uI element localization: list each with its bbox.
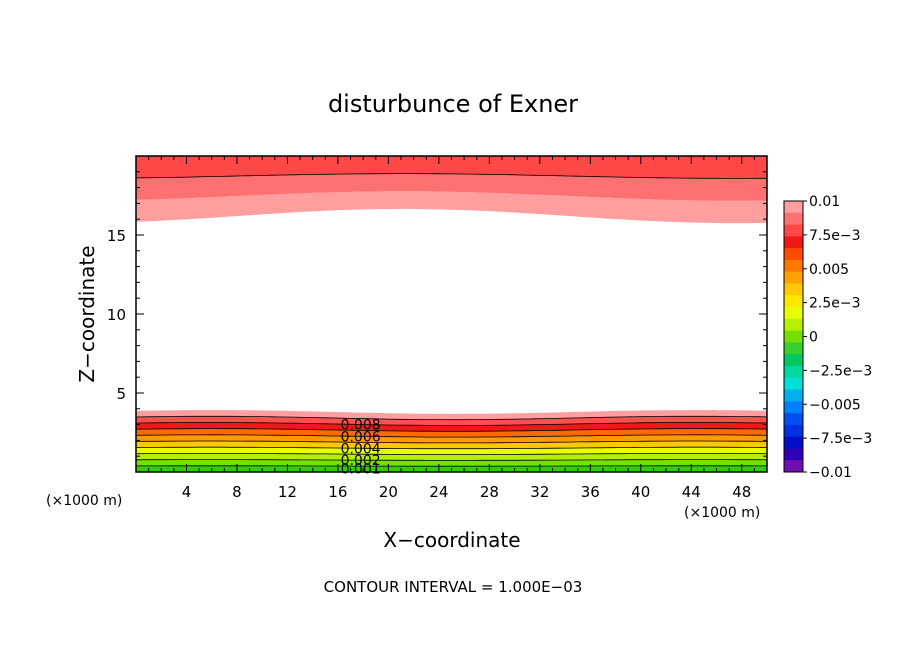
x-tick-label: 20 — [379, 483, 398, 501]
colorbar-label: 0.005 — [809, 262, 849, 278]
contour-fill-bottom — [136, 434, 767, 443]
colorbar — [783, 200, 804, 473]
colorbar-segment — [784, 271, 803, 284]
x-tick-label: 32 — [530, 483, 549, 501]
contour-lines — [135, 173, 768, 467]
colorbar-segment — [784, 460, 803, 473]
contour-label: 0.006 — [341, 429, 381, 445]
x-tick-label: 40 — [631, 483, 650, 501]
colorbar-segment — [784, 283, 803, 296]
colorbar-label: −0.01 — [809, 465, 852, 481]
colorbar-segment — [784, 201, 803, 214]
y-tick-label: 5 — [116, 385, 126, 403]
x-axis-label: X−coordinate — [383, 528, 520, 552]
x-unit-right: (×1000 m) — [684, 505, 760, 521]
colorbar-segment — [784, 236, 803, 249]
colorbar-label: −2.5e−3 — [809, 363, 872, 379]
colorbar-segment — [784, 259, 803, 273]
colorbar-segment — [784, 330, 803, 343]
x-tick-label: 44 — [682, 483, 701, 501]
colorbar-segment — [784, 365, 803, 379]
contour-fill-bottom — [136, 459, 767, 467]
colorbar-segment — [784, 401, 803, 414]
colorbar-label: 2.5e−3 — [809, 296, 861, 312]
contour-line — [135, 415, 768, 421]
contour-label: 0.008 — [341, 418, 381, 434]
x-unit-left: (×1000 m) — [46, 493, 122, 509]
colorbar-label: 7.5e−3 — [809, 228, 861, 244]
y-axis-label: Z−coordinate — [75, 245, 99, 382]
colorbar-segment — [784, 424, 803, 438]
x-tick-label: 36 — [581, 483, 600, 501]
colorbar-segment — [784, 389, 803, 402]
contour-line — [135, 173, 767, 179]
colorbar-segment — [784, 448, 803, 461]
colorbar-segment — [784, 224, 803, 237]
colorbar-labels: 0.01 7.5e−3 0.005 2.5e−3 0 −2.5e−3 −0.005 −7.5e… — [803, 194, 872, 481]
contour-fill-top — [136, 156, 767, 179]
colorbar-label: 0.01 — [809, 194, 840, 210]
contour-fill-bottom — [136, 453, 767, 461]
y-ticks: 5 10 15 — [107, 155, 767, 473]
colorbar-segment — [784, 436, 803, 449]
contour-fill-top — [136, 191, 767, 224]
y-tick-label: 15 — [107, 227, 126, 245]
contour-interval-note: CONTOUR INTERVAL = 1.000E−03 — [324, 578, 583, 596]
colorbar-segment — [784, 354, 803, 367]
colorbar-segment — [784, 342, 803, 355]
contour-fill-top — [136, 173, 767, 201]
colorbar-label: −7.5e−3 — [809, 431, 872, 447]
contour-line — [135, 446, 768, 450]
colorbar-segment — [784, 318, 803, 332]
x-tick-label: 4 — [182, 483, 192, 501]
contour-line — [135, 440, 768, 444]
contour-line — [135, 422, 768, 426]
colorbar-label: 0 — [809, 330, 818, 346]
colorbar-label: −0.005 — [809, 397, 861, 413]
contour-line — [135, 459, 768, 461]
colorbar-segment — [784, 377, 803, 391]
contour-label: 0.002 — [341, 453, 381, 469]
contour-line — [135, 434, 768, 438]
contour-line — [135, 428, 768, 432]
x-tick-label: 12 — [278, 483, 297, 501]
x-tick-label: 24 — [429, 483, 448, 501]
contour-fill-bottom — [136, 428, 767, 438]
chart-title: disturbunce of Exner — [328, 90, 578, 118]
x-tick-label: 16 — [328, 483, 347, 501]
contour-line — [135, 452, 767, 456]
colorbar-segment — [784, 307, 803, 320]
x-tick-label: 8 — [232, 483, 242, 501]
contour-fills — [136, 156, 767, 472]
colorbar-segment — [784, 413, 803, 426]
colorbar-segment — [784, 212, 803, 226]
colorbar-segment — [784, 295, 803, 308]
x-tick-label: 48 — [732, 483, 751, 501]
colorbar-segment — [784, 248, 803, 261]
x-tick-label: 28 — [480, 483, 499, 501]
contour-fill-bottom — [136, 410, 767, 420]
contour-fill-bottom — [136, 447, 767, 455]
y-tick-label: 10 — [107, 306, 126, 324]
contour-label: 0.004 — [341, 441, 381, 457]
contour-label: 0.001 — [341, 461, 381, 477]
contour-fill-bottom — [136, 441, 767, 449]
x-ticks: 4 8 12 16 20 24 28 32 36 40 44 48 — [135, 156, 768, 501]
